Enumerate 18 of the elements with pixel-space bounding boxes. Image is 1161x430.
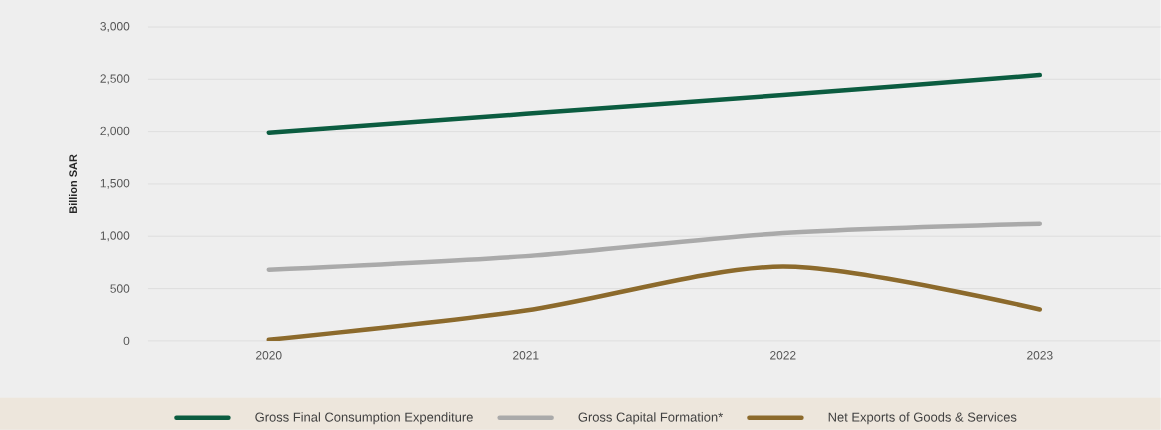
x-tick-label: 2023 [1027, 351, 1053, 360]
y-axis-title: Billion SAR [68, 154, 78, 214]
y-tick-label: 2,500 [100, 74, 130, 85]
legend-label: Gross Capital Formation* [578, 412, 723, 425]
legend-label: Net Exports of Goods & Services [828, 412, 1017, 425]
x-tick-label: 2022 [770, 351, 796, 360]
y-tick-label: 500 [110, 284, 130, 293]
y-tick-label: 2,000 [100, 126, 130, 137]
line-series [266, 72, 1043, 135]
y-tick-label: 3,000 [100, 22, 130, 33]
x-tick-label: 2021 [513, 351, 539, 360]
line-series [266, 221, 1043, 273]
y-tick-label: 1,000 [100, 231, 130, 242]
x-tick-label: 2020 [256, 351, 282, 360]
legend-label: Gross Final Consumption Expenditure [255, 412, 473, 425]
line-series [266, 264, 1043, 341]
y-tick-label: 0 [123, 336, 130, 346]
y-tick-label: 1,500 [100, 179, 130, 189]
